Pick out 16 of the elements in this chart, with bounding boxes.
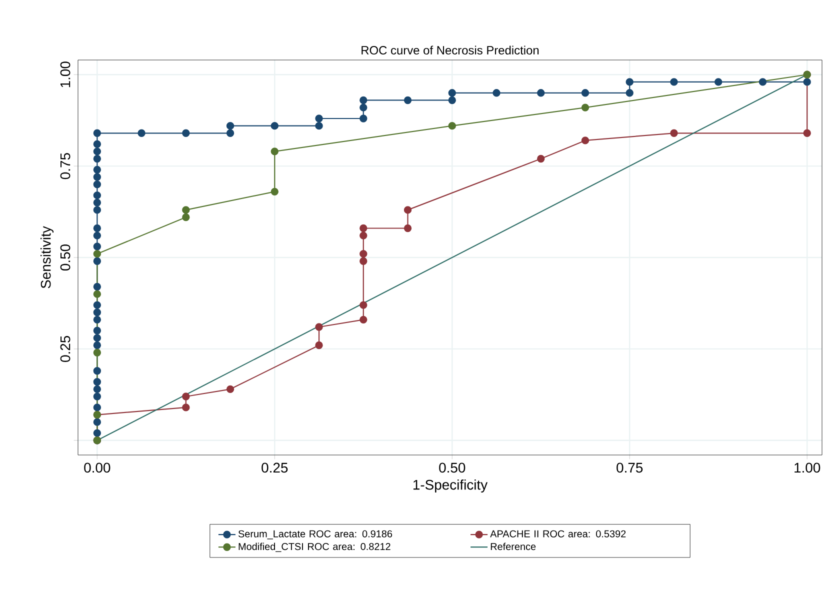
y-tick-label: 0.25: [60, 336, 70, 362]
legend-label: Modified_CTSI ROC area: 0.8212: [238, 542, 390, 552]
legend-label: Reference: [490, 542, 536, 550]
legend-label: Serum_Lactate ROC area: 0.9186: [238, 530, 392, 540]
y-axis-title: Sensitivity: [40, 226, 54, 288]
x-tick-label: 0.00: [84, 462, 110, 473]
y-tick-label: 1.00: [60, 62, 70, 88]
y-tick-label: 0.50: [60, 244, 70, 271]
legend-label: APACHE II ROC area: 0.5392: [490, 530, 626, 538]
x-tick-label: 1.00: [794, 462, 820, 473]
x-tick-label: 0.75: [616, 462, 643, 473]
chart-title: ROC curve of Necrosis Prediction: [362, 46, 539, 54]
y-tick-label: 0.75: [60, 153, 70, 180]
x-axis-title: 1-Specificity: [413, 479, 488, 492]
x-tick-label: 0.25: [262, 462, 288, 473]
x-tick-label: 0.50: [439, 462, 466, 473]
